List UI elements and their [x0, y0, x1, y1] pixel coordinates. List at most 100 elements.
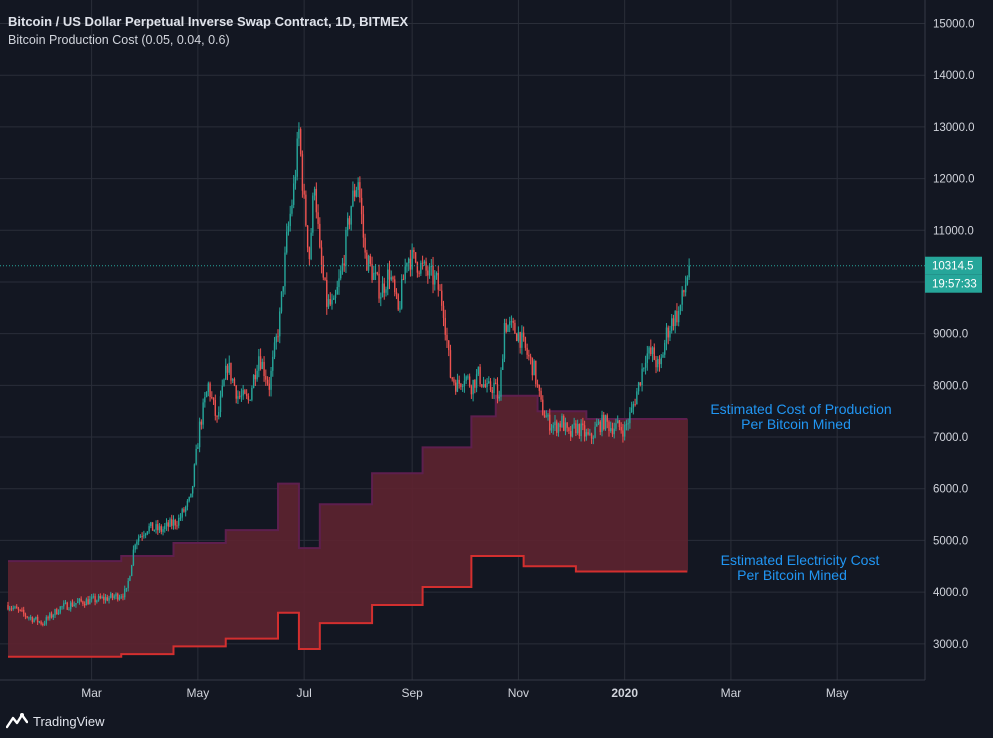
candle-body: [529, 356, 532, 358]
candle-body: [448, 340, 450, 351]
candle-body: [596, 423, 598, 427]
candle-body: [362, 214, 365, 238]
candle-body: [120, 596, 122, 598]
candle-body: [21, 609, 23, 611]
candle-body: [496, 384, 499, 399]
candle-body: [333, 298, 335, 300]
candle-body: [43, 623, 46, 625]
x-tick-label: Mar: [721, 686, 742, 700]
candle-body: [399, 308, 401, 310]
candle-body: [252, 375, 255, 389]
x-tick-label: Mar: [81, 686, 102, 700]
indicator-title[interactable]: Bitcoin Production Cost (0.05, 0.04, 0.6…: [8, 33, 230, 47]
candle-body: [327, 299, 330, 307]
candle-body: [378, 273, 380, 299]
candle-body: [19, 609, 21, 611]
candle-body: [414, 252, 417, 263]
candle-body: [96, 600, 98, 603]
candle-body: [31, 617, 34, 622]
candle-body: [644, 362, 647, 368]
candle-body: [38, 621, 41, 623]
x-tick-label: May: [187, 686, 210, 700]
candle-body: [475, 374, 478, 388]
candle-body: [650, 347, 652, 355]
candle-body: [76, 601, 79, 604]
candle-body: [460, 383, 462, 387]
candle-body: [259, 356, 262, 369]
candle-body: [622, 430, 624, 437]
candle-body: [512, 321, 514, 323]
candle-body: [681, 290, 683, 305]
candle-body: [374, 272, 377, 274]
candle-body: [580, 423, 582, 437]
candle-body: [150, 522, 152, 527]
candle-body: [590, 433, 593, 439]
candle-body: [204, 397, 206, 403]
candle-body: [115, 593, 117, 597]
candle-body: [533, 360, 535, 376]
y-tick-label: 6000.0: [933, 484, 968, 496]
candle-body: [576, 424, 579, 434]
candle-body: [495, 382, 497, 385]
tradingview-branding[interactable]: TradingView: [6, 712, 105, 730]
candle-body: [219, 396, 222, 413]
candle-body: [409, 258, 412, 270]
candle-body: [146, 531, 149, 534]
candle-body: [225, 365, 227, 380]
candle-body: [197, 447, 199, 449]
candle-body: [428, 266, 431, 276]
candle-body: [306, 225, 309, 248]
candle-body: [205, 391, 208, 398]
candle-body: [463, 380, 466, 387]
candle-body: [36, 616, 39, 623]
candle-body: [324, 277, 326, 280]
production-cost-band: [8, 394, 688, 658]
candle-body: [498, 396, 500, 399]
x-tick-label: Sep: [401, 686, 423, 700]
candle-body: [587, 432, 589, 435]
candle-body: [310, 232, 312, 260]
candle-body: [266, 379, 269, 384]
candle-body: [420, 262, 422, 274]
production-cost-line: [8, 394, 688, 563]
candle-body: [52, 615, 54, 618]
candle-body: [441, 290, 443, 306]
candle-body: [604, 415, 607, 430]
candle-body: [561, 415, 563, 428]
candle-body: [165, 522, 168, 527]
candle-body: [319, 223, 321, 248]
chart-title: Bitcoin / US Dollar Perpetual Inverse Sw…: [8, 14, 409, 29]
candle-body: [672, 318, 675, 327]
candle-body: [451, 377, 453, 380]
candle-body: [245, 393, 248, 397]
candle-body: [164, 526, 166, 530]
candle-body: [80, 598, 82, 602]
candle-body: [421, 262, 424, 264]
candle-body: [477, 366, 480, 375]
candle-body: [247, 396, 250, 401]
candle-body: [35, 616, 37, 620]
candle-body: [568, 427, 570, 432]
candle-body: [620, 426, 622, 431]
candle-body: [28, 617, 30, 619]
candle-body: [298, 129, 300, 139]
candle-body: [657, 359, 659, 368]
candle-body: [637, 382, 640, 392]
candle-body: [482, 384, 485, 387]
candle-body: [627, 423, 629, 425]
candle-body: [355, 189, 358, 197]
candle-body: [369, 255, 372, 264]
candle-body: [296, 138, 298, 177]
candle-body: [232, 379, 234, 381]
candle-body: [543, 414, 546, 418]
y-tick-label: 11000.0: [933, 225, 974, 237]
candle-body: [406, 263, 408, 267]
candle-body: [662, 354, 664, 358]
candle-body: [435, 272, 438, 276]
candle-body: [136, 541, 138, 545]
x-tick-label: Nov: [508, 686, 529, 700]
candle-body: [348, 218, 351, 225]
candle-body: [118, 597, 121, 600]
